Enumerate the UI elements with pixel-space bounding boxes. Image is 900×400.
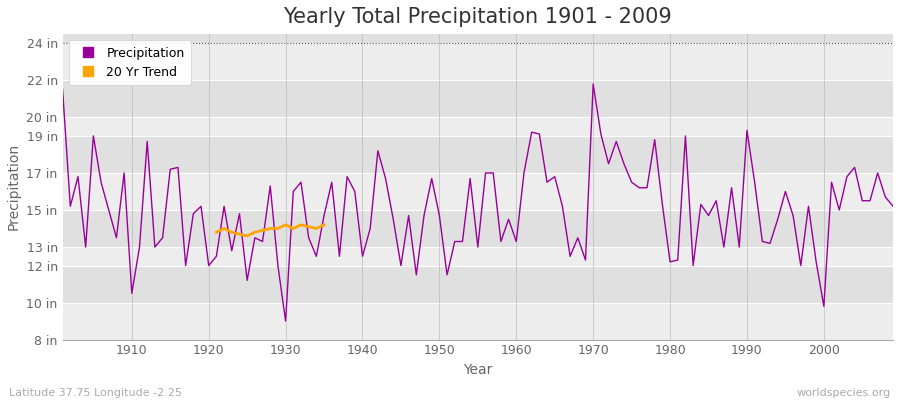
Legend: Precipitation, 20 Yr Trend: Precipitation, 20 Yr Trend [69, 40, 191, 85]
Bar [63, 302, 893, 340]
Text: worldspecies.org: worldspecies.org [796, 388, 891, 398]
Bar [63, 173, 893, 210]
Title: Yearly Total Precipitation 1901 - 2009: Yearly Total Precipitation 1901 - 2009 [284, 7, 672, 27]
Text: Latitude 37.75 Longitude -2.25: Latitude 37.75 Longitude -2.25 [9, 388, 182, 398]
Bar [63, 117, 893, 136]
Bar [63, 43, 893, 80]
Y-axis label: Precipitation: Precipitation [7, 143, 21, 230]
Bar [63, 247, 893, 266]
X-axis label: Year: Year [464, 363, 492, 377]
